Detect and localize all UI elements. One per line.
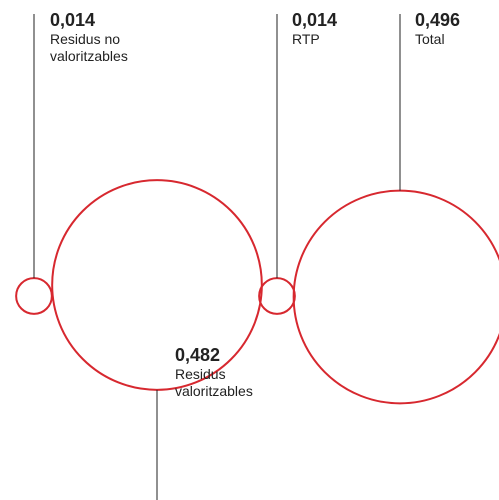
category-label: Total xyxy=(415,31,445,47)
value-label: 0,482 xyxy=(175,345,221,365)
category-label: RTP xyxy=(292,31,320,47)
bubble xyxy=(258,277,296,315)
category-label: Residus no valoritzables xyxy=(50,31,128,64)
bubble xyxy=(292,189,499,405)
label: 0,496 Total xyxy=(415,9,495,48)
label: 0,014 RTP xyxy=(292,9,372,48)
category-label: Residus valoritzables xyxy=(175,366,253,399)
value-label: 0,014 xyxy=(292,10,338,30)
bubble xyxy=(15,277,53,315)
label: 0,482 Residus valoritzables xyxy=(175,344,285,400)
label: 0,014 Residus no valoritzables xyxy=(50,9,170,65)
value-label: 0,496 xyxy=(415,10,461,30)
value-label: 0,014 xyxy=(50,10,96,30)
